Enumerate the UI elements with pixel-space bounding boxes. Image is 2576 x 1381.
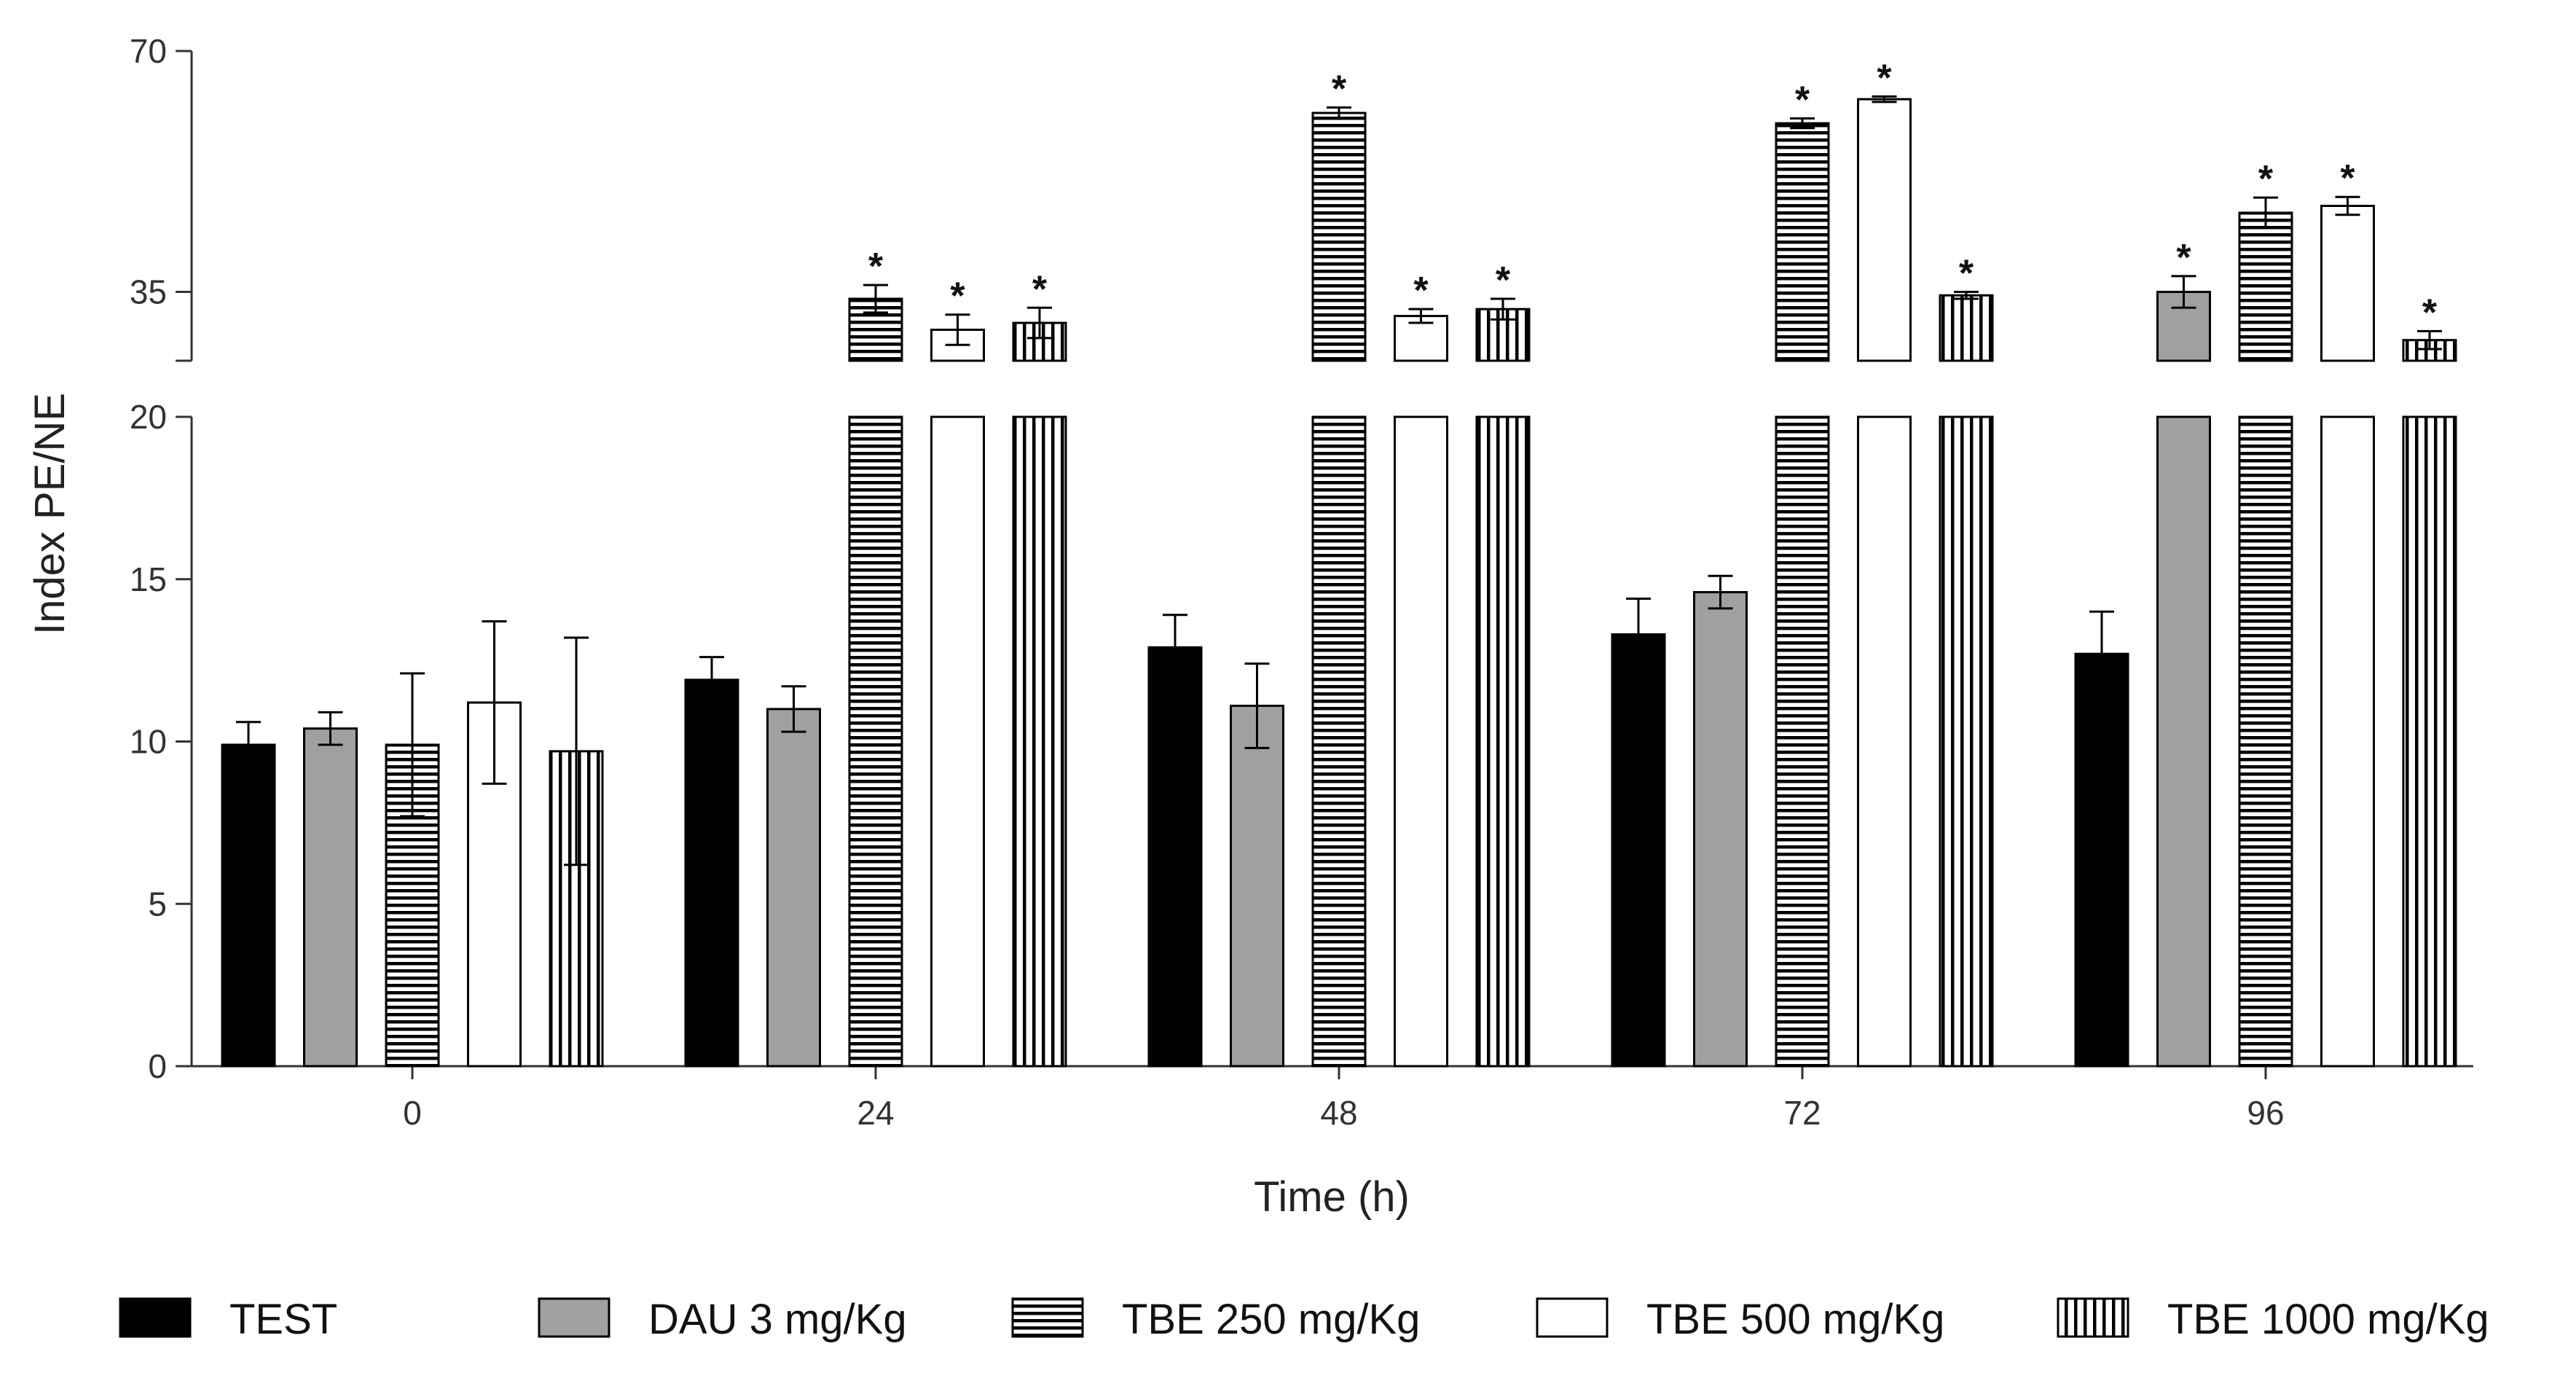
bar-tbe-500-mg-kg-t48-significance-star: * [1413, 270, 1429, 312]
bar-tbe-1000-mg-kg-t72-significance-star: * [1959, 253, 1974, 295]
bar-tbe-500-mg-kg-t48-lower-segment [1394, 415, 1448, 1068]
bar-tbe-250-mg-kg-t48-significance-star: * [1332, 68, 1347, 110]
legend-label-tbe-1000-mg-kg: TBE 1000 mg/Kg [2167, 1296, 2489, 1343]
x-tick-label-24: 24 [857, 1094, 894, 1132]
x-tick-label-48: 48 [1320, 1094, 1357, 1132]
legend-label-dau-3-mg-kg: DAU 3 mg/Kg [648, 1296, 907, 1343]
legend-swatch-dau-3-mg-kg [538, 1297, 610, 1338]
bars [221, 95, 2457, 1068]
y-tick-label-lower-0: 0 [148, 1047, 167, 1085]
bar-test-t24 [684, 678, 739, 1068]
legend-label-tbe-500-mg-kg: TBE 500 mg/Kg [1646, 1296, 1944, 1343]
legend-label-tbe-250-mg-kg: TBE 250 mg/Kg [1122, 1296, 1420, 1343]
bar-tbe-1000-mg-kg-t96-lower-segment [2402, 415, 2457, 1068]
bar-test-t48 [1147, 646, 1203, 1068]
labels: Time (h) Index PE/NE 0 5 10 15 20 35 70 0 24 48 72… [26, 32, 2438, 1221]
bar-tbe-1000-mg-kg-t96-significance-star: * [2422, 292, 2438, 334]
bar-tbe-1000-mg-kg-t24-lower-segment [1012, 415, 1067, 1068]
bar-tbe-500-mg-kg-t96-lower-segment [2320, 415, 2375, 1068]
bar-tbe-1000-mg-kg-t48-lower-segment [1475, 415, 1531, 1068]
bar-dau-3-mg-kg-t72 [1693, 591, 1748, 1068]
bar-dau-3-mg-kg-t0 [303, 727, 358, 1068]
y-tick-label-lower-20: 20 [130, 398, 167, 436]
bar-tbe-250-mg-kg-t96-lower-segment [2238, 415, 2293, 1068]
y-tick-label-lower-10: 10 [130, 723, 167, 761]
legend-swatch-test [119, 1297, 192, 1338]
bar-tbe-500-mg-kg-t24-significance-star: * [950, 275, 965, 318]
legend-swatch-tbe-250-mg-kg [1011, 1297, 1084, 1338]
bar-tbe-1000-mg-kg-t72-lower-segment [1939, 415, 1994, 1068]
y-tick-label-lower-5: 5 [148, 885, 167, 923]
x-tick-label-96: 96 [2247, 1094, 2284, 1132]
bar-tbe-250-mg-kg-t48-lower-segment [1311, 415, 1367, 1068]
bar-tbe-500-mg-kg-t72-lower-segment [1857, 415, 1912, 1068]
legend-swatch-tbe-1000-mg-kg [2057, 1297, 2129, 1338]
y-tick-label-upper-70: 70 [130, 32, 167, 70]
legend-label-test: TEST [229, 1296, 337, 1343]
bar-tbe-500-mg-kg-t72-significance-star: * [1877, 57, 1892, 99]
bar-test-t72 [1611, 633, 1666, 1068]
legend-swatch-tbe-500-mg-kg [1536, 1297, 1609, 1338]
bar-dau-3-mg-kg-t48 [1230, 704, 1284, 1068]
y-tick-label-lower-15: 15 [130, 560, 167, 598]
bar-tbe-250-mg-kg-t48-upper-segment [1311, 112, 1367, 362]
bar-tbe-500-mg-kg-t24-lower-segment [930, 415, 985, 1068]
y-tick-label-upper-35: 35 [130, 273, 167, 311]
x-axis-title: Time (h) [1254, 1173, 1410, 1221]
bar-tbe-1000-mg-kg-t72-upper-segment [1939, 294, 1994, 362]
bar-tbe-250-mg-kg-t72-lower-segment [1775, 415, 1830, 1068]
bar-tbe-500-mg-kg-t96-significance-star: * [2340, 157, 2355, 200]
bar-dau-3-mg-kg-t96-lower-segment [2156, 415, 2211, 1068]
bar-tbe-250-mg-kg-t72-upper-segment [1775, 122, 1830, 362]
bar-tbe-250-mg-kg-t72-significance-star: * [1795, 79, 1810, 122]
bar-tbe-250-mg-kg-t96-upper-segment [2238, 211, 2293, 362]
bar-tbe-250-mg-kg-t24-lower-segment [848, 415, 903, 1068]
y-axis-title: Index PE/NE [26, 393, 74, 635]
bar-dau-3-mg-kg-t24 [766, 708, 821, 1068]
bar-tbe-1000-mg-kg-t48-significance-star: * [1496, 259, 1511, 302]
bar-test-t96 [2074, 652, 2129, 1068]
bar-tbe-500-mg-kg-t72-upper-segment [1857, 98, 1912, 362]
x-tick-label-72: 72 [1783, 1094, 1821, 1132]
legend: TEST DAU 3 mg/Kg TBE 250 mg/Kg TBE 500 mg/K… [119, 1296, 2489, 1343]
bar-tbe-500-mg-kg-t96-upper-segment [2320, 205, 2375, 362]
bar-tbe-1000-mg-kg-t24-significance-star: * [1032, 268, 1048, 310]
x-tick-label-0: 0 [403, 1094, 422, 1132]
bar-tbe-250-mg-kg-t96-significance-star: * [2258, 158, 2274, 200]
bar-dau-3-mg-kg-t96-significance-star: * [2176, 237, 2191, 279]
bar-tbe-250-mg-kg-t24-significance-star: * [868, 246, 884, 288]
bar-test-t0 [221, 743, 276, 1068]
